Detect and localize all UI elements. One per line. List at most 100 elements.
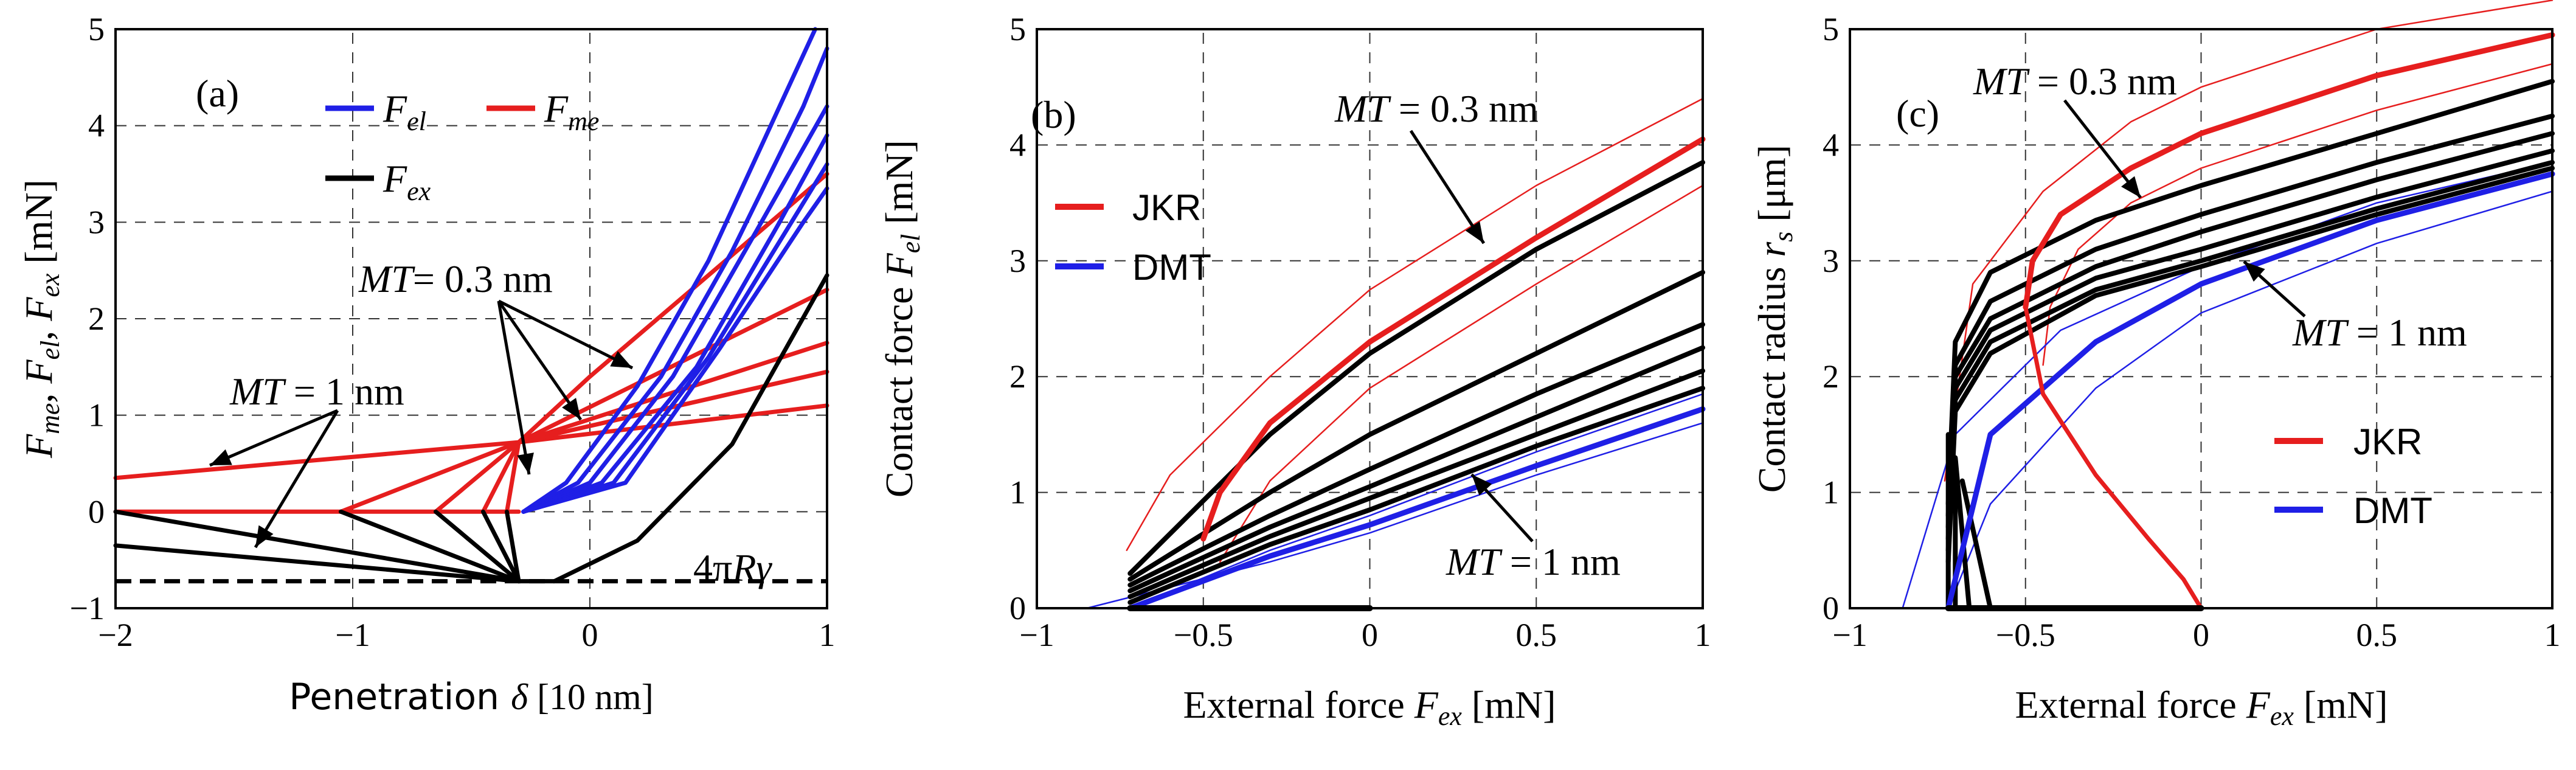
series-line-jkr-unstable [2023, 305, 2203, 611]
series-line-mt [1945, 78, 2555, 507]
y-tick-label: 2 [1009, 358, 1026, 395]
arrow-mt03-c-head [2121, 176, 2141, 198]
y-tick-label: 5 [1823, 11, 1839, 47]
series-line-el [521, 46, 829, 514]
series-b [1085, 97, 1706, 611]
y-tick-label: 0 [1823, 590, 1839, 626]
frame-c [1849, 28, 2553, 609]
panel-label-c: (c) [1896, 92, 1939, 135]
x-tick-label: −0.5 [1174, 617, 1233, 653]
arrows-c [2063, 99, 2306, 317]
panel-label-a: (a) [196, 72, 239, 115]
legend-label-el: Fel [383, 87, 426, 136]
series-line-mt [1945, 165, 2555, 564]
series-line-el [521, 162, 829, 514]
legend-label-dmt-c: DMT [2353, 490, 2432, 531]
y-axis-title-b: Contact force Fel [mN] [878, 140, 926, 498]
series-line-mt [1127, 160, 1705, 576]
y-tick-label: 3 [1823, 243, 1839, 279]
arrow-mt03-a1-head [517, 453, 534, 474]
x-tick-label: 0 [1362, 617, 1378, 653]
arrow-mt03-a3 [497, 299, 634, 370]
series-line-el [521, 27, 817, 514]
arrow-mt1-a2 [254, 409, 339, 549]
series-line-ex [481, 509, 521, 584]
series-line-jkr-stable [2023, 32, 2555, 310]
series-line-mt [1127, 386, 1705, 605]
annotation-mt-03-c: MT = 0.3 nm [1973, 60, 2177, 103]
arrow-mt03-b [1409, 130, 1486, 245]
x-tick-label: 1 [1695, 617, 1711, 653]
legend-label-ex: Fex [383, 157, 431, 206]
y-tick-label: 5 [1009, 11, 1026, 47]
frame-b [1036, 28, 1704, 609]
annotation-mt-03-a: MT= 0.3 nm [358, 257, 553, 300]
legend-label-me: Fme [544, 87, 599, 136]
legend-label-jkr-b: JKR [1132, 187, 1201, 228]
x-tick-label: −1 [335, 617, 370, 653]
series-line-mt [1945, 160, 2555, 553]
series-line-dmt [1945, 171, 2555, 611]
series-line-dmt [1127, 406, 1706, 611]
panel-c: −1 −0.5 0 0.5 1 0 1 2 3 4 5 (c) JKR DMT MT = 0.3 n… [1750, 0, 2561, 731]
annotation-mt-1-b: MT = 1 nm [1446, 540, 1621, 583]
y-tick-label: 1 [88, 397, 105, 434]
arrows-a [209, 299, 634, 549]
annotation-mt-1-a: MT = 1 nm [229, 370, 404, 413]
annotation-adhesion: 4πRγ [693, 546, 772, 589]
legend-b: JKR DMT [1055, 187, 1211, 288]
arrow-mt1-a1-head [210, 449, 232, 465]
arrow-mt03-b-head [1465, 221, 1484, 243]
arrow-mt03-a2-head [562, 398, 581, 420]
series-line-mt [1127, 345, 1705, 594]
frame-a [114, 28, 828, 609]
series-line-dmt-bound [1129, 393, 1704, 609]
y-axis-title-c: Contact radius rs [μm] [1750, 145, 1798, 493]
x-axis-title-c: External force Fex [mN] [2015, 683, 2388, 731]
series-line-ex [339, 509, 521, 584]
y-tick-label: 1 [1009, 474, 1026, 511]
y-tick-label: 3 [1009, 243, 1026, 279]
y-tick-label: 2 [1823, 358, 1839, 395]
y-tick-label: 1 [1823, 474, 1839, 511]
legend-a: Fel Fme Fex [325, 87, 599, 206]
series-line-mt [1945, 131, 2555, 530]
annotation-mt-03-b: MT = 0.3 nm [1334, 87, 1539, 130]
x-axis-title-b: External force Fex [mN] [1183, 683, 1556, 731]
series-line-drop [1959, 478, 1993, 611]
x-tick-label: 1 [2544, 617, 2561, 653]
series-line-ex [434, 509, 521, 584]
series-line-mt [1945, 113, 2555, 518]
x-tick-label: 1 [819, 617, 836, 653]
series-line-me [505, 172, 829, 514]
series-line-jkr-bound [1219, 184, 1704, 563]
x-tick-label: −1 [1019, 617, 1054, 653]
y-tick-label: 4 [1009, 127, 1026, 163]
x-tick-label: 0.5 [1516, 617, 1557, 653]
y-tick-label: 0 [1009, 590, 1026, 626]
series-line-el [521, 186, 829, 514]
legend-c: JKR DMT [2274, 421, 2432, 531]
x-axis-title-a: Penetration δ [10 nm] [289, 676, 653, 718]
series-line-mt [1127, 322, 1705, 588]
x-tick-label: −2 [98, 617, 133, 653]
grid-a [116, 29, 827, 608]
arrow-mt1-b-head [1472, 474, 1492, 496]
arrow-mt03-a3-head [610, 351, 632, 368]
series-line-el [521, 133, 829, 514]
x-tick-label: 0 [582, 617, 598, 653]
grid-b [1037, 29, 1703, 608]
x-tick-label: 0.5 [2356, 617, 2398, 653]
arrow-mt1-c-head [2244, 262, 2265, 282]
arrow-mt03-a1 [497, 300, 531, 475]
series-line-dmt-bound [1902, 161, 2553, 609]
series-line-ex [505, 509, 521, 584]
series-line-dmt-bound [1947, 190, 2553, 609]
y-tick-label: −1 [70, 590, 105, 626]
arrow-mt1-a1 [209, 409, 338, 467]
series-line-ex [113, 509, 521, 584]
arrows-b [1409, 130, 1534, 543]
y-tick-label: 4 [1823, 127, 1839, 163]
